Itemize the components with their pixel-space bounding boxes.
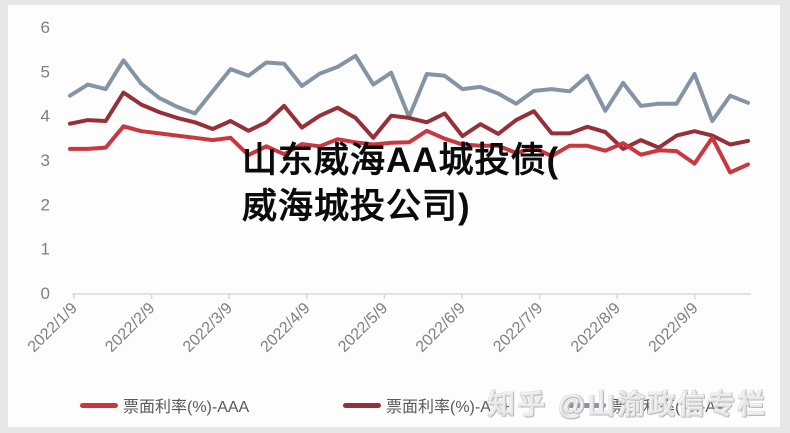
- x-axis-tick-label: 2022/9/9: [646, 300, 702, 356]
- x-axis-tick-label: 2022/6/9: [413, 300, 469, 356]
- x-axis-tick-label: 2022/3/9: [180, 300, 236, 356]
- legend-item-aa: 票面利率(%)-AA: [568, 395, 727, 416]
- legend-label-aa: 票面利率(%)-AA: [611, 399, 727, 416]
- x-axis-tick-label: 2022/1/9: [25, 300, 81, 356]
- series-line-aa-plus: [68, 90, 750, 151]
- chart-legend: 票面利率(%)-AAA 票面利率(%)-AA+ 票面利率(%)-AA: [0, 395, 790, 417]
- legend-label-aa-plus: 票面利率(%)-AA+: [386, 399, 511, 416]
- watermark: 知乎 @山渝政信专栏: [488, 390, 768, 420]
- legend-swatch-aa-plus: [343, 402, 381, 408]
- x-axis-tick-label: 2022/7/9: [490, 300, 546, 356]
- y-axis-tick-label: 5: [41, 62, 50, 81]
- legend-item-aaa: 票面利率(%)-AAA: [80, 395, 250, 416]
- title-line-2: 威海城投公司): [242, 187, 471, 227]
- x-axis-tick-label: 2022/8/9: [568, 300, 624, 356]
- y-axis-tick-label: 2: [41, 195, 50, 214]
- series-line-aa: [68, 53, 750, 123]
- title-overlay: 山东威海AA城投债( 威海城投公司): [242, 138, 559, 230]
- legend-swatch-aa: [568, 402, 606, 408]
- legend-label-aaa: 票面利率(%)-AAA: [123, 399, 250, 416]
- legend-item-aa-plus: 票面利率(%)-AA+: [343, 395, 511, 416]
- y-axis-tick-label: 1: [41, 240, 50, 259]
- y-axis-tick-label: 4: [41, 107, 50, 126]
- title-line-1: 山东威海AA城投债(: [242, 141, 560, 180]
- x-axis-tick-label: 2022/2/9: [102, 300, 158, 356]
- y-axis-tick-label: 0: [41, 284, 50, 303]
- x-axis-tick-label: 2022/4/9: [258, 300, 314, 356]
- y-axis-tick-label: 3: [41, 151, 50, 170]
- x-axis-tick-label: 2022/5/9: [335, 300, 391, 356]
- y-axis-tick-label: 6: [41, 18, 50, 37]
- series-line-aaa: [68, 124, 750, 175]
- legend-swatch-aaa: [80, 402, 118, 408]
